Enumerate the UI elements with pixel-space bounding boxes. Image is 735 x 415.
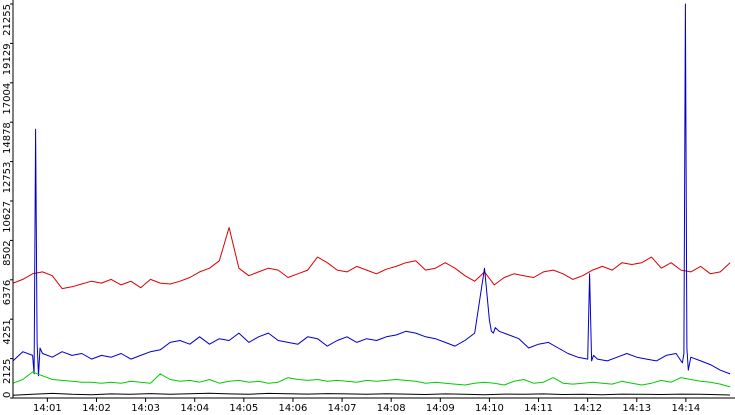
x-tick-label: 14:11 — [524, 403, 553, 414]
y-tick-label: 14878 — [2, 122, 13, 154]
y-tick-label: 4251 — [2, 319, 13, 344]
series-line-1 — [12, 3, 731, 377]
y-tick-label: 6376 — [2, 280, 13, 305]
x-tick-label: 14:01 — [33, 403, 62, 414]
x-tick-label: 14:02 — [82, 403, 111, 414]
x-ticks: 14:01 14:02 14:03 14:04 14:05 14:06 14:07 14:08… — [33, 398, 700, 414]
series-line-3 — [12, 392, 731, 396]
x-tick-label: 14:06 — [279, 403, 308, 414]
x-tick-label: 14:10 — [475, 403, 504, 414]
x-tick-label: 14:04 — [180, 403, 209, 414]
y-tick-label: 17004 — [2, 83, 13, 115]
x-tick-label: 14:05 — [229, 403, 258, 414]
y-tick-label: 10627 — [2, 201, 13, 233]
series-line-0 — [12, 227, 731, 290]
series-layer — [12, 3, 731, 396]
series-line-2 — [12, 371, 731, 388]
x-tick-label: 14:07 — [328, 403, 357, 414]
y-tick-label: 8502 — [2, 240, 13, 265]
x-tick-label: 14:03 — [131, 403, 160, 414]
y-tick-label: 2125 — [2, 359, 13, 384]
y-tick-label: 19129 — [2, 43, 13, 75]
x-tick-label: 14:14 — [671, 403, 700, 414]
y-ticks: 0 2125 4251 6376 8502 10627 12753 14878 17004 191… — [2, 3, 13, 399]
x-tick-label: 14:09 — [426, 403, 455, 414]
x-tick-label: 14:13 — [622, 403, 651, 414]
y-tick-label: 21255 — [2, 4, 13, 36]
x-tick-label: 14:08 — [377, 403, 406, 414]
y-tick-label: 0 — [2, 392, 13, 398]
y-tick-label: 12753 — [2, 162, 13, 194]
x-tick-label: 14:12 — [573, 403, 602, 414]
